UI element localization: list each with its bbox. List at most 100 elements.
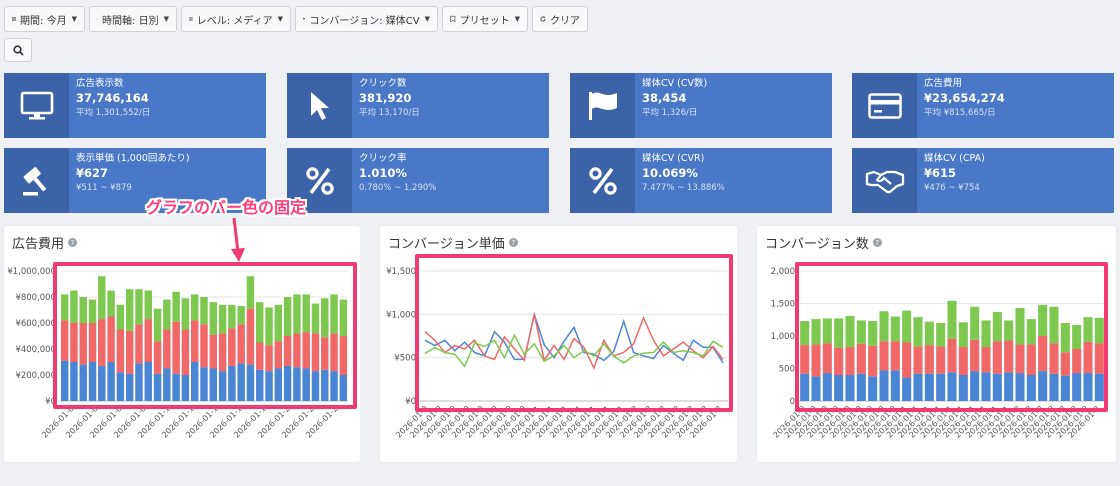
bar-segment bbox=[135, 324, 143, 364]
bar-segment bbox=[274, 341, 283, 369]
bar-segment bbox=[1072, 349, 1082, 374]
bar-segment bbox=[302, 368, 310, 401]
bar-segment bbox=[200, 324, 208, 368]
bar-segment bbox=[256, 342, 264, 370]
bar-segment bbox=[834, 318, 844, 348]
bar-segment bbox=[60, 294, 69, 321]
bar-segment bbox=[924, 373, 934, 401]
bar-segment bbox=[1083, 373, 1093, 401]
handshake-icon bbox=[865, 170, 904, 193]
bar-segment bbox=[1094, 317, 1104, 344]
bar-segment bbox=[190, 320, 199, 362]
bar-segment bbox=[924, 345, 934, 374]
bar-segment bbox=[822, 343, 832, 374]
bar-segment bbox=[1060, 352, 1070, 376]
filter-toolbar: 期間: 今月 ▼ 時間軸: 日別 ▼ レベル: メディア ▼ コンバージョン: … bbox=[4, 6, 588, 32]
bar-segment bbox=[153, 373, 162, 401]
kpi-card-cpa: 媒体CV (CPA) ¥615 ¥476 ~ ¥754 bbox=[852, 148, 1114, 213]
bar-segment bbox=[800, 373, 810, 401]
bar-segment bbox=[936, 323, 946, 347]
bar-segment bbox=[856, 343, 866, 374]
percent-icon bbox=[305, 166, 334, 195]
period-dropdown[interactable]: 期間: 今月 ▼ bbox=[4, 6, 85, 32]
bar-segment bbox=[1015, 344, 1025, 374]
bar-segment bbox=[125, 289, 134, 331]
bar-segment bbox=[237, 363, 245, 401]
bar-segment bbox=[116, 329, 125, 373]
bar-segment bbox=[107, 316, 115, 362]
monitor-icon bbox=[20, 91, 53, 119]
chevron-down-icon: ▼ bbox=[424, 15, 430, 23]
help-icon[interactable]: ? bbox=[872, 238, 882, 247]
conversion-dropdown[interactable]: コンバージョン: 媒体CV ▼ bbox=[295, 6, 438, 32]
card-label: 広告表示数 bbox=[76, 78, 124, 89]
kpi-card-impressions: 広告表示数 37,746,164 平均 1,301,552/日 bbox=[4, 73, 266, 138]
bar-segment bbox=[913, 346, 923, 374]
bar-segment bbox=[200, 297, 208, 325]
bar-segment bbox=[800, 345, 810, 374]
card-value: ¥627 bbox=[76, 166, 109, 180]
y-tick-label: ¥1,000,000 bbox=[7, 267, 56, 277]
bar-segment bbox=[947, 372, 957, 401]
series-line bbox=[424, 311, 724, 364]
bar-segment bbox=[246, 308, 255, 365]
bar-segment bbox=[311, 303, 320, 334]
bar-segment bbox=[330, 333, 338, 372]
bar-segment bbox=[936, 373, 946, 401]
time-axis-label: 時間軸: 日別 bbox=[102, 15, 159, 27]
bar-segment bbox=[283, 365, 292, 401]
bar-segment bbox=[856, 373, 866, 401]
bar-segment bbox=[1038, 371, 1048, 401]
card-sub: ¥476 ~ ¥754 bbox=[924, 183, 980, 193]
bar-segment bbox=[98, 365, 106, 401]
help-icon[interactable]: ? bbox=[68, 238, 78, 247]
bar-segment bbox=[321, 298, 329, 338]
bar-segment bbox=[88, 362, 97, 401]
help-icon[interactable]: ? bbox=[508, 238, 518, 247]
card-value: 1.010% bbox=[359, 166, 407, 180]
bar-segment bbox=[172, 291, 180, 322]
card-label: 媒体CV (CPA) bbox=[924, 153, 985, 164]
bar-segment bbox=[209, 302, 218, 335]
bar-segment bbox=[88, 299, 97, 323]
card-value: 381,920 bbox=[359, 91, 412, 105]
bar-segment bbox=[228, 304, 236, 329]
search-button[interactable] bbox=[4, 38, 32, 62]
y-tick-label: ¥1,500 bbox=[386, 267, 416, 277]
bar-segment bbox=[811, 344, 821, 377]
y-tick-label: ¥500 bbox=[394, 354, 416, 364]
bar-segment bbox=[98, 276, 106, 320]
card-value: 38,454 bbox=[642, 91, 687, 105]
chevron-down-icon: ▼ bbox=[163, 15, 169, 23]
bar-segment bbox=[172, 373, 180, 401]
card-label: 媒体CV (CV数) bbox=[642, 78, 708, 89]
bar-segment bbox=[822, 318, 832, 344]
bar-segment bbox=[879, 370, 889, 401]
preset-dropdown[interactable]: プリセット ▼ bbox=[442, 6, 528, 32]
bar-segment bbox=[924, 321, 934, 346]
bar-segment bbox=[879, 341, 889, 371]
bar-segment bbox=[1038, 304, 1048, 336]
y-tick-label: ¥0 bbox=[45, 397, 56, 407]
time-axis-dropdown[interactable]: 時間軸: 日別 ▼ bbox=[89, 6, 177, 32]
bar-segment bbox=[256, 302, 264, 343]
kpi-card-ctr: クリック率 1.010% 0.780% ~ 1.290% bbox=[287, 148, 549, 213]
bar-segment bbox=[125, 373, 134, 401]
bar-segment bbox=[1015, 308, 1025, 345]
clear-button[interactable]: クリア bbox=[532, 6, 588, 32]
bar-segment bbox=[70, 290, 78, 323]
clock-icon bbox=[97, 18, 99, 20]
bar-segment bbox=[293, 367, 301, 401]
level-dropdown[interactable]: レベル: メディア ▼ bbox=[181, 6, 291, 32]
bar-segment bbox=[70, 323, 78, 362]
highlight-box bbox=[415, 254, 733, 412]
ad-cost-chart: ¥0 ¥200,000 ¥400,000 ¥600,000 ¥800,000 ¥1,000… bbox=[7, 267, 348, 440]
bar-segment bbox=[902, 377, 912, 401]
bar-segment bbox=[879, 311, 889, 342]
card-label: クリック数 bbox=[359, 78, 407, 89]
bar-segment bbox=[958, 347, 968, 375]
bar-segment bbox=[339, 299, 348, 336]
y-tick-label: ¥1,000 bbox=[386, 310, 416, 320]
bar-segment bbox=[60, 320, 69, 361]
bar-segment bbox=[293, 294, 301, 334]
